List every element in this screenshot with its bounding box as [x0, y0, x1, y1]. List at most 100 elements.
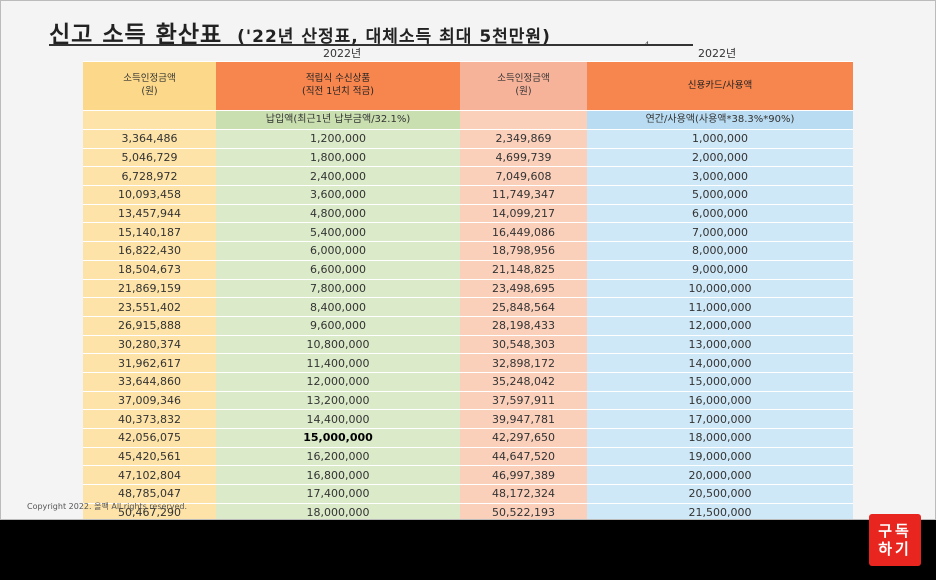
table-cell: 2,349,869 [460, 129, 587, 149]
table-row: 15,140,187 5,400,000 16,449,086 7,000,000 [83, 222, 853, 242]
table-cell: 12,000,000 [216, 371, 460, 392]
table-row: 42,056,075 15,000,000 42,297,650 18,000,000 [83, 428, 853, 448]
table-row: 21,869,159 7,800,000 23,498,695 10,000,000 [83, 278, 853, 298]
table-cell: 16,200,000 [216, 446, 460, 466]
table-cell: 11,000,000 [587, 297, 853, 317]
table-cell: 21,869,159 [83, 278, 216, 298]
title-main: 신고 소득 환산표 [49, 22, 223, 48]
tick-mark: ⁴ [645, 41, 650, 52]
table-cell: 48,172,324 [460, 484, 587, 504]
table-cell: 16,000,000 [587, 390, 853, 410]
table-cell: 8,000,000 [587, 241, 853, 261]
table-row: 10,093,458 3,600,000 11,749,347 5,000,000 [83, 185, 853, 205]
table-cell: 4,800,000 [216, 203, 460, 223]
table-cell: 42,297,650 [460, 428, 587, 448]
table-cell: 2,000,000 [587, 147, 853, 167]
table-cell: 13,457,944 [83, 203, 216, 223]
table-cell: 5,400,000 [216, 222, 460, 242]
table-cell: 17,000,000 [587, 409, 853, 429]
subscribe-line2: 하기 [878, 540, 912, 558]
table-row: 6,728,972 2,400,000 7,049,608 3,000,000 [83, 166, 853, 186]
table-cell: 46,997,389 [460, 465, 587, 485]
table-cell: 18,000,000 [216, 502, 460, 519]
table-cell: 13,200,000 [216, 390, 460, 410]
header-savings-product: 적립식 수신상품 (직전 1년치 적금) [216, 61, 460, 111]
table-cell: 39,947,781 [460, 409, 587, 429]
table-cell: 31,962,617 [83, 353, 216, 373]
table-cell: 17,400,000 [216, 484, 460, 504]
table-row: 16,822,430 6,000,000 18,798,956 8,000,000 [83, 241, 853, 261]
table-cell: 45,420,561 [83, 446, 216, 466]
slide: 신고 소득 환산표 ('22년 산정표, 대체소득 최대 5천만원) 2022년… [0, 0, 936, 520]
table-cell: 20,000,000 [587, 465, 853, 485]
table-cell: 21,500,000 [587, 502, 853, 519]
table-cell: 16,822,430 [83, 241, 216, 261]
table-cell: 16,800,000 [216, 465, 460, 485]
table-row: 13,457,944 4,800,000 14,099,217 6,000,000 [83, 203, 853, 223]
table-row: 18,504,673 6,600,000 21,148,825 9,000,000 [83, 259, 853, 279]
table-cell: 8,400,000 [216, 297, 460, 317]
table-cell: 5,000,000 [587, 185, 853, 205]
subheader-empty-1 [83, 110, 216, 130]
year-label-left: 2022년 [323, 47, 362, 60]
subheader-credit: 연간/사용액(사용액*38.3%*90%) [587, 110, 853, 130]
table-cell: 10,800,000 [216, 334, 460, 354]
table-cell: 18,798,956 [460, 241, 587, 261]
table-cell: 1,800,000 [216, 147, 460, 167]
table-cell: 1,000,000 [587, 129, 853, 149]
table-row: 48,785,047 17,400,000 48,172,324 20,500,000 [83, 484, 853, 504]
table-cell: 16,449,086 [460, 222, 587, 242]
table-cell: 18,504,673 [83, 259, 216, 279]
table-header-row: 소득인정금액 (원) 적립식 수신상품 (직전 1년치 적금) 소득인정금액 (… [83, 61, 853, 111]
table-cell: 14,000,000 [587, 353, 853, 373]
table-cell: 11,400,000 [216, 353, 460, 373]
table-cell: 33,644,860 [83, 371, 216, 392]
table-cell: 5,046,729 [83, 147, 216, 167]
table-cell: 6,728,972 [83, 166, 216, 186]
table-cell: 3,600,000 [216, 185, 460, 205]
table-cell: 44,647,520 [460, 446, 587, 466]
table-cell: 15,000,000 [216, 428, 460, 448]
subscribe-button[interactable]: 구독 하기 [869, 514, 921, 566]
table-cell: 15,140,187 [83, 222, 216, 242]
table-cell: 6,000,000 [216, 241, 460, 261]
table-cell: 11,749,347 [460, 185, 587, 205]
table-cell: 19,000,000 [587, 446, 853, 466]
subheader-savings: 납입액(최근1년 납부금액/32.1%) [216, 110, 460, 130]
table-cell: 50,467,290 [83, 502, 216, 519]
table-row: 45,420,561 16,200,000 44,647,520 19,000,000 [83, 446, 853, 466]
table-cell: 23,498,695 [460, 278, 587, 298]
table-cell: 3,364,486 [83, 129, 216, 149]
table-cell: 4,699,739 [460, 147, 587, 167]
title-subtitle: ('22년 산정표, 대체소득 최대 5천만원) [237, 27, 551, 47]
header-income-right: 소득인정금액 (원) [460, 61, 587, 111]
table-cell: 14,400,000 [216, 409, 460, 429]
subscribe-line1: 구독 [878, 522, 912, 540]
page-title: 신고 소득 환산표 ('22년 산정표, 대체소득 최대 5천만원) [49, 15, 551, 49]
table-cell: 40,373,832 [83, 409, 216, 429]
income-conversion-table: 소득인정금액 (원) 적립식 수신상품 (직전 1년치 적금) 소득인정금액 (… [83, 61, 853, 519]
table-row: 37,009,346 13,200,000 37,597,911 16,000,000 [83, 390, 853, 410]
table-cell: 6,000,000 [587, 203, 853, 223]
table-cell: 26,915,888 [83, 315, 216, 336]
year-label-right: 2022년 [698, 47, 737, 60]
table-cell: 10,000,000 [587, 278, 853, 298]
table-cell: 7,000,000 [587, 222, 853, 242]
table-cell: 37,597,911 [460, 390, 587, 410]
table-row: 33,644,860 12,000,000 35,248,042 15,000,000 [83, 371, 853, 392]
table-cell: 28,198,433 [460, 315, 587, 336]
table-cell: 23,551,402 [83, 297, 216, 317]
table-cell: 32,898,172 [460, 353, 587, 373]
header-credit-card: 신용카드/사용액 [587, 61, 853, 111]
table-cell: 2,400,000 [216, 166, 460, 186]
table-cell: 10,093,458 [83, 185, 216, 205]
table-cell: 12,000,000 [587, 315, 853, 336]
table-cell: 14,099,217 [460, 203, 587, 223]
table-cell: 50,522,193 [460, 502, 587, 519]
table-row: 47,102,804 16,800,000 46,997,389 20,000,000 [83, 465, 853, 485]
title-underline [49, 44, 693, 46]
table-cell: 42,056,075 [83, 428, 216, 448]
table-cell: 9,600,000 [216, 315, 460, 336]
table-cell: 30,548,303 [460, 334, 587, 354]
table-cell: 7,800,000 [216, 278, 460, 298]
